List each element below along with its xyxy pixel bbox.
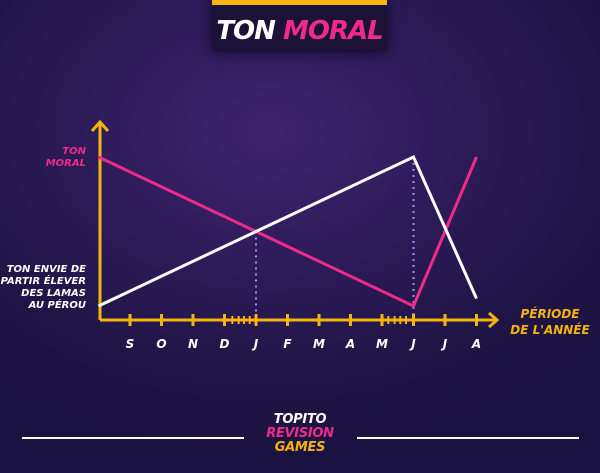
series-line-1 (97, 155, 478, 309)
title-box: TON MORAL (212, 0, 387, 52)
x-tick-label-5: J (252, 337, 259, 351)
x-tick-label-10: J (409, 337, 416, 351)
title-part-1: TON (216, 16, 276, 46)
logo-line-1: TOPITO (273, 412, 327, 427)
x-axis-arrowhead (488, 311, 500, 329)
brand-logo: TOPITO REVISION GAMES (250, 413, 350, 455)
series-line-2 (97, 154, 478, 308)
x-tick-label-12: A (471, 337, 481, 351)
footer-divider-right (357, 437, 579, 439)
y-axis-bottom-label: TON ENVIE DE PARTIR ÉLEVER DES LAMAS AU PÉR… (1, 264, 87, 311)
x-tick-label-11: J (441, 337, 448, 351)
x-tick-label-9: M (376, 337, 388, 351)
x-axis-label: PÉRIODE DE L'ANNÉE (510, 306, 590, 337)
x-tick-label-3: N (188, 337, 198, 351)
title-part-2: MORAL (282, 16, 384, 46)
y-axis-top-label: TON MORAL (46, 146, 87, 169)
x-tick-label-8: A (345, 337, 355, 351)
x-tick-label-6: F (283, 337, 292, 351)
logo-line-3: GAMES (274, 440, 326, 455)
title-accent-bar (212, 0, 387, 5)
footer-divider-left (22, 437, 244, 439)
logo-line-2: REVISION (266, 426, 334, 441)
y-axis-arrowhead (90, 119, 110, 132)
x-tick-label-1: S (126, 337, 135, 351)
x-tick-label-2: O (156, 337, 166, 351)
x-tick-label-7: M (313, 337, 325, 351)
page-title: TON MORAL (212, 16, 387, 46)
x-tick-label-4: D (220, 337, 230, 351)
